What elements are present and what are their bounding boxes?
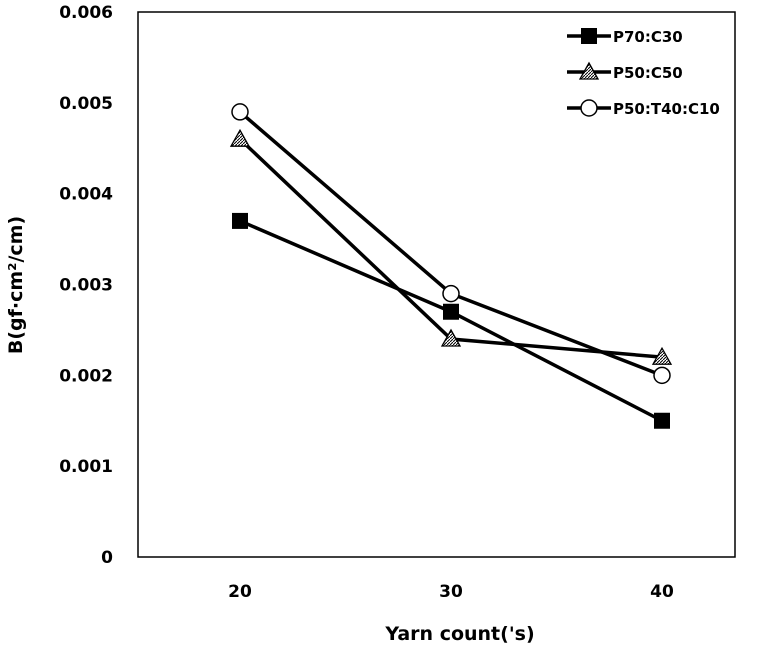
legend-label: P50:T40:C10 <box>613 100 720 118</box>
y-tick-label: 0.001 <box>59 457 113 477</box>
legend-entry: P50:T40:C10 <box>567 99 720 118</box>
y-axis-label: B(gf·cm²/cm) <box>5 216 27 354</box>
y-tick-label: 0 <box>101 548 113 568</box>
data-point <box>440 328 462 347</box>
legend-label: P50:C50 <box>613 64 683 82</box>
legend-marker <box>578 61 600 80</box>
y-tick-label: 0.003 <box>59 276 113 296</box>
series-P70:C30 <box>232 212 670 429</box>
x-tick-label: 40 <box>650 582 674 602</box>
legend-entry: P70:C30 <box>567 28 683 46</box>
x-tick-label: 30 <box>439 582 463 602</box>
legend: P70:C30 P50:C50 P50:T40:C10 <box>567 28 720 118</box>
legend-entry: P50:C50 <box>567 61 683 82</box>
data-point <box>442 284 460 303</box>
y-tick-label: 0.004 <box>59 185 113 205</box>
data-point <box>229 128 251 147</box>
series-P50:T40:C10 <box>231 103 671 385</box>
data-point <box>232 212 248 229</box>
data-point <box>654 412 670 429</box>
legend-marker <box>580 99 598 117</box>
data-point <box>651 346 673 365</box>
plot-area <box>137 11 736 558</box>
x-tick-label: 20 <box>228 582 252 602</box>
data-point <box>231 103 249 121</box>
y-tick-label: 0.002 <box>59 366 113 386</box>
x-axis-label: Yarn count('s) <box>384 623 534 645</box>
y-tick-label: 0.005 <box>59 94 113 114</box>
legend-marker <box>581 28 597 44</box>
data-point <box>443 303 459 320</box>
legend-label: P70:C30 <box>613 28 683 46</box>
y-tick-label: 0.006 <box>59 3 113 23</box>
series-line <box>239 219 663 423</box>
series-P50:C50 <box>229 128 673 365</box>
data-point <box>653 366 671 385</box>
